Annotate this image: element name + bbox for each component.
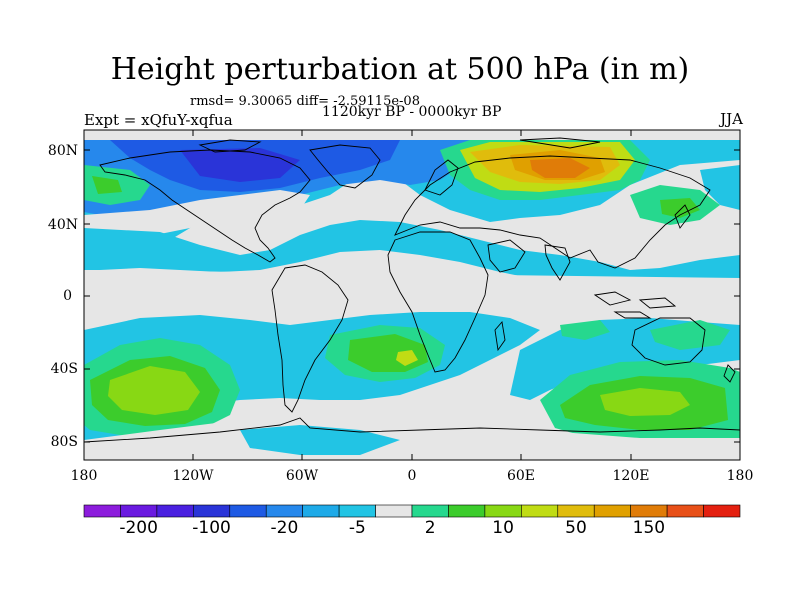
colorbar-swatch-9 xyxy=(411,504,449,518)
colorbar-swatch-0 xyxy=(83,504,121,518)
colorbar-swatch-10 xyxy=(448,504,486,518)
plot-title: Height perturbation at 500 hPa (in m) xyxy=(110,52,690,87)
coastline-africa xyxy=(387,231,489,373)
contour-region-antarctic-blue xyxy=(240,425,400,455)
colorbar-label-5: 10 xyxy=(492,518,514,538)
colorbar-swatch-13 xyxy=(557,504,595,518)
coastline-greenland xyxy=(309,144,381,189)
colorbar-swatch-6 xyxy=(302,504,340,518)
coastline-arabia xyxy=(487,239,526,273)
colorbar-label-2: -20 xyxy=(271,518,299,538)
contour-region-spacific-yellow xyxy=(108,366,200,415)
lon-label-60w: 60W xyxy=(286,468,319,484)
lon-label-120e: 120E xyxy=(613,468,650,484)
contour-region-indonesia-green xyxy=(560,320,610,340)
contour-region-eurasia-darkorange xyxy=(530,158,590,178)
contour-region-tropics-blue xyxy=(84,220,740,292)
colorbar-label-3: -5 xyxy=(349,518,366,538)
lat-label-40s: 40S xyxy=(51,361,78,377)
colorbar-swatch-1 xyxy=(120,504,158,518)
lon-tick-marks xyxy=(83,130,741,460)
lat-label-80s: 80S xyxy=(51,434,78,450)
colorbar-label-6: 50 xyxy=(565,518,587,538)
contour-field xyxy=(84,130,740,460)
colorbar xyxy=(83,504,741,518)
coastline-south-america xyxy=(271,264,349,413)
colorbar-swatch-15 xyxy=(630,504,668,518)
contour-region-australia-green xyxy=(650,320,730,350)
contour-region-antarctic-light xyxy=(84,415,740,460)
colorbar-label-4: 2 xyxy=(425,518,436,538)
lon-label-0: 0 xyxy=(408,468,417,484)
coastline-arctic-islands xyxy=(198,137,601,153)
colorbar-label-1: -100 xyxy=(192,518,231,538)
lon-label-60e: 60E xyxy=(507,468,535,484)
coastline-japan xyxy=(674,204,691,229)
contour-region-light-west xyxy=(84,190,310,238)
colorbar-swatch-7 xyxy=(338,504,376,518)
stats-text: rmsd= 9.30065 diff= -2.59115e-08 xyxy=(190,94,420,109)
contour-region-satlantic-yellow xyxy=(396,350,418,366)
colorbar-swatch-2 xyxy=(156,504,194,518)
coastline-north-america xyxy=(99,149,311,263)
coastline-madagascar xyxy=(494,320,506,352)
lat-label-40n: 40N xyxy=(48,217,78,233)
contour-region-north-navy xyxy=(180,148,300,182)
coastline-india xyxy=(544,244,571,281)
coastline-antarctica xyxy=(84,417,740,443)
coastline-indonesia xyxy=(593,291,677,319)
colorbar-swatch-3 xyxy=(193,504,231,518)
colorbar-swatch-17 xyxy=(703,504,741,518)
colorbar-swatch-12 xyxy=(521,504,559,518)
experiment-label: Expt = xQfuY-xqfua xyxy=(84,111,233,129)
coastline-scandinavia xyxy=(424,159,459,196)
lon-label-120w: 120W xyxy=(172,468,214,484)
lon-label-180w: 180 xyxy=(71,468,98,484)
contour-region-tropics-light xyxy=(84,270,740,330)
contour-region-eastasia-lime xyxy=(660,198,700,218)
colorbar-label-7: 150 xyxy=(633,518,665,538)
colorbar-swatch-8 xyxy=(375,504,413,518)
colorbar-label-0: -200 xyxy=(119,518,158,538)
season-label: JJA xyxy=(720,110,743,128)
coastline-australia xyxy=(631,317,706,366)
colorbar-swatch-5 xyxy=(265,504,303,518)
lat-label-eq: 0 xyxy=(63,288,72,304)
coastlines xyxy=(84,137,740,443)
lat-tick-marks xyxy=(84,149,740,443)
contour-region-sindian-yellow xyxy=(600,388,690,416)
lon-label-180e: 180 xyxy=(727,468,754,484)
lat-label-80n: 80N xyxy=(48,143,78,159)
contour-region-lime-na xyxy=(92,176,122,194)
colorbar-swatch-14 xyxy=(593,504,631,518)
colorbar-labels: -200 -100 -20 -5 2 10 50 150 xyxy=(119,518,665,538)
coastline-eurasia xyxy=(394,155,711,269)
colorbar-swatch-11 xyxy=(484,504,522,518)
contour-region-pacific-blue xyxy=(700,165,740,210)
period-label: 1120kyr BP - 0000kyr BP xyxy=(322,104,502,120)
colorbar-swatch-4 xyxy=(229,504,267,518)
coastline-new-zealand xyxy=(723,364,736,383)
colorbar-swatch-16 xyxy=(666,504,704,518)
